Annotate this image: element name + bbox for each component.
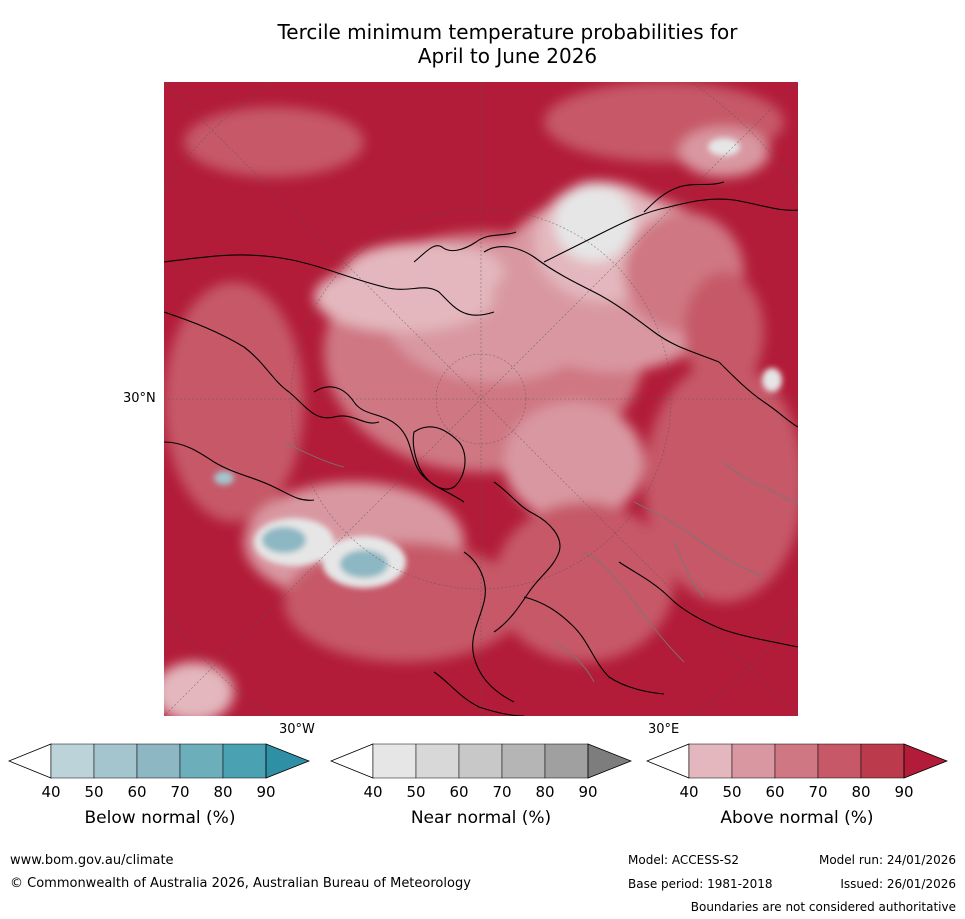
near-tick-label: 80 <box>535 783 555 801</box>
lon-label-30e: 30°E <box>648 722 680 737</box>
below-tick-label: 80 <box>213 783 233 801</box>
near-tick-label: 50 <box>406 783 426 801</box>
footer-model-run: Model run: 24/01/2026 <box>818 853 956 867</box>
colorbar-near <box>330 743 632 779</box>
below-swatch-1 <box>50 743 95 779</box>
near-tick-label: 40 <box>363 783 383 801</box>
lat-label-30n: 30°N <box>123 391 156 406</box>
below-tick-label: 70 <box>170 783 190 801</box>
lon-label-30w: 30°W <box>279 722 315 737</box>
above-swatch-3 <box>774 743 819 779</box>
above-tick-label: 90 <box>894 783 914 801</box>
near-swatch-3 <box>458 743 503 779</box>
colorbar-near-label: Near normal (%) <box>410 808 552 828</box>
below-tick-label: 90 <box>256 783 276 801</box>
near-tick-label: 70 <box>492 783 512 801</box>
above-tick-label: 80 <box>851 783 871 801</box>
near-swatch-4 <box>501 743 546 779</box>
near-tick-label: 90 <box>578 783 598 801</box>
above-swatch-5 <box>860 743 905 779</box>
footer-disclaimer: Boundaries are not considered authoritat… <box>690 900 956 914</box>
above-extend-high <box>903 743 948 779</box>
footer-model: Model: ACCESS-S2 <box>628 853 740 867</box>
colorbar-above-label: Above normal (%) <box>720 808 874 828</box>
probability-field <box>164 82 798 716</box>
graticule <box>164 82 798 716</box>
above-extend-low <box>646 743 690 779</box>
footer-base-period: Base period: 1981-2018 <box>628 877 773 891</box>
colorbar-below-label: Below normal (%) <box>84 808 236 828</box>
below-tick-label: 40 <box>41 783 61 801</box>
title-line-2: April to June 2026 <box>417 44 598 68</box>
below-tick-label: 50 <box>84 783 104 801</box>
footer-copyright: © Commonwealth of Australia 2026, Austra… <box>10 876 471 891</box>
below-swatch-4 <box>179 743 224 779</box>
below-swatch-5 <box>222 743 267 779</box>
below-tick-label: 60 <box>127 783 147 801</box>
below-swatch-2 <box>93 743 138 779</box>
map-svg <box>164 82 798 716</box>
colorbar-above <box>646 743 948 779</box>
above-swatch-2 <box>731 743 776 779</box>
footer-issued: Issued: 26/01/2026 <box>840 877 956 891</box>
near-swatch-5 <box>544 743 589 779</box>
title-line-1: Tercile minimum temperature probabilitie… <box>277 20 738 44</box>
colorbar-below <box>8 743 310 779</box>
near-swatch-1 <box>372 743 417 779</box>
above-tick-label: 50 <box>722 783 742 801</box>
above-tick-label: 60 <box>765 783 785 801</box>
below-swatch-3 <box>136 743 181 779</box>
country-borders <box>283 441 798 683</box>
coastlines <box>164 181 798 716</box>
near-extend-low <box>330 743 374 779</box>
near-swatch-2 <box>415 743 460 779</box>
above-swatch-4 <box>817 743 862 779</box>
near-extend-high <box>587 743 632 779</box>
above-tick-label: 40 <box>679 783 699 801</box>
above-tick-label: 70 <box>808 783 828 801</box>
probability-map[interactable] <box>164 82 798 716</box>
below-extend-low <box>8 743 52 779</box>
below-extend-high <box>265 743 310 779</box>
above-swatch-1 <box>688 743 733 779</box>
chart-title: Tercile minimum temperature probabilitie… <box>210 20 805 68</box>
near-tick-label: 60 <box>449 783 469 801</box>
footer-website[interactable]: www.bom.gov.au/climate <box>10 853 174 868</box>
below-normal-patches <box>214 138 782 588</box>
